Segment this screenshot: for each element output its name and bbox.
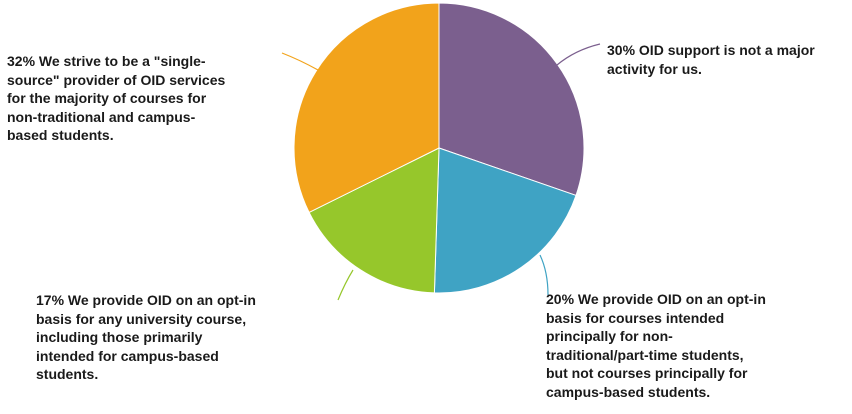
pie-slices (293, 2, 585, 294)
pie-slice-32 (293, 2, 440, 214)
pie-slice-17 (308, 147, 440, 294)
leader-slice-17 (337, 269, 354, 301)
label-slice-17: 17% We provide OID on an opt-in basis fo… (36, 292, 256, 382)
leader-lines (281, 43, 601, 301)
leader-slice-20 (539, 254, 549, 296)
label-slice-32: 32% We strive to be a "single- source" p… (7, 53, 226, 143)
pie-slice-30 (438, 2, 585, 197)
leader-slice-32 (281, 52, 319, 71)
label-slice-30: 30% OID support is not a major activity … (607, 42, 815, 77)
label-slice-20: 20% We provide OID on an opt-in basis fo… (546, 291, 766, 400)
pie-slice-20 (433, 147, 577, 294)
leader-slice-30 (556, 43, 601, 66)
